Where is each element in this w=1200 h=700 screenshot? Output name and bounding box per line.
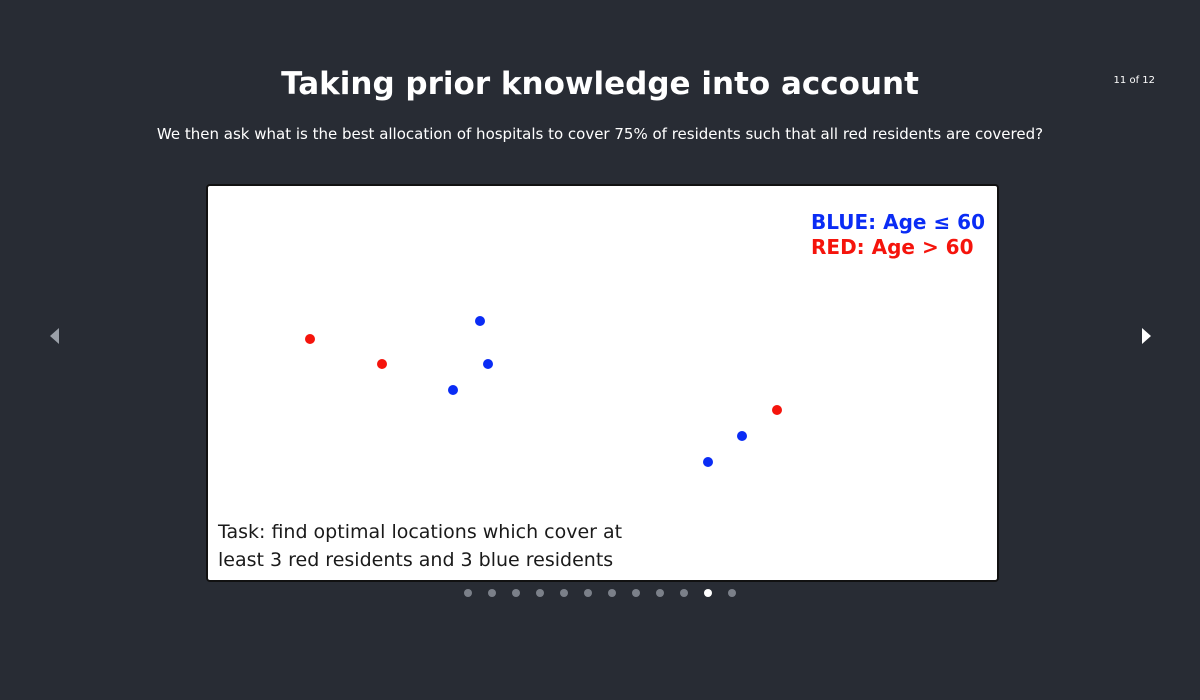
- slide-title: Taking prior knowledge into account: [281, 66, 919, 102]
- red-resident-point: [772, 405, 782, 415]
- blue-resident-point: [737, 431, 747, 441]
- slide-pagination: [0, 589, 1200, 599]
- blue-resident-point: [483, 359, 493, 369]
- pagination-dot-2[interactable]: [488, 589, 496, 597]
- task-description: Task: find optimal locations which cover…: [218, 518, 638, 574]
- blue-resident-point: [475, 316, 485, 326]
- chevron-right-icon: [1141, 328, 1151, 344]
- blue-resident-point: [703, 457, 713, 467]
- pagination-dot-3[interactable]: [512, 589, 520, 597]
- pagination-dot-1[interactable]: [464, 589, 472, 597]
- pagination-dot-11[interactable]: [704, 589, 712, 597]
- red-resident-point: [305, 334, 315, 344]
- legend-blue: BLUE: Age ≤ 60: [811, 210, 986, 234]
- slide-image: BLUE: Age ≤ 60 RED: Age > 60 Task: find …: [206, 184, 999, 582]
- pagination-dot-6[interactable]: [584, 589, 592, 597]
- chevron-left-icon: [49, 328, 59, 344]
- slide-counter: 11 of 12: [1113, 75, 1155, 86]
- age-legend: BLUE: Age ≤ 60 RED: Age > 60: [811, 210, 985, 260]
- pagination-dot-12[interactable]: [728, 589, 736, 597]
- next-slide-button[interactable]: [1136, 326, 1156, 346]
- task-line-1: Task: find optimal locations which cover…: [218, 521, 623, 543]
- pagination-dot-7[interactable]: [608, 589, 616, 597]
- pagination-dot-5[interactable]: [560, 589, 568, 597]
- resident-scatter: [305, 316, 782, 467]
- red-resident-point: [377, 359, 387, 369]
- pagination-dot-4[interactable]: [536, 589, 544, 597]
- pagination-dot-10[interactable]: [680, 589, 688, 597]
- blue-resident-point: [448, 385, 458, 395]
- previous-slide-button[interactable]: [44, 326, 64, 346]
- pagination-dot-9[interactable]: [656, 589, 664, 597]
- pagination-dot-8[interactable]: [632, 589, 640, 597]
- slide-subtitle: We then ask what is the best allocation …: [156, 125, 1044, 143]
- legend-red: RED: Age > 60: [811, 235, 974, 259]
- task-line-2: least 3 red residents and 3 blue residen…: [218, 549, 614, 571]
